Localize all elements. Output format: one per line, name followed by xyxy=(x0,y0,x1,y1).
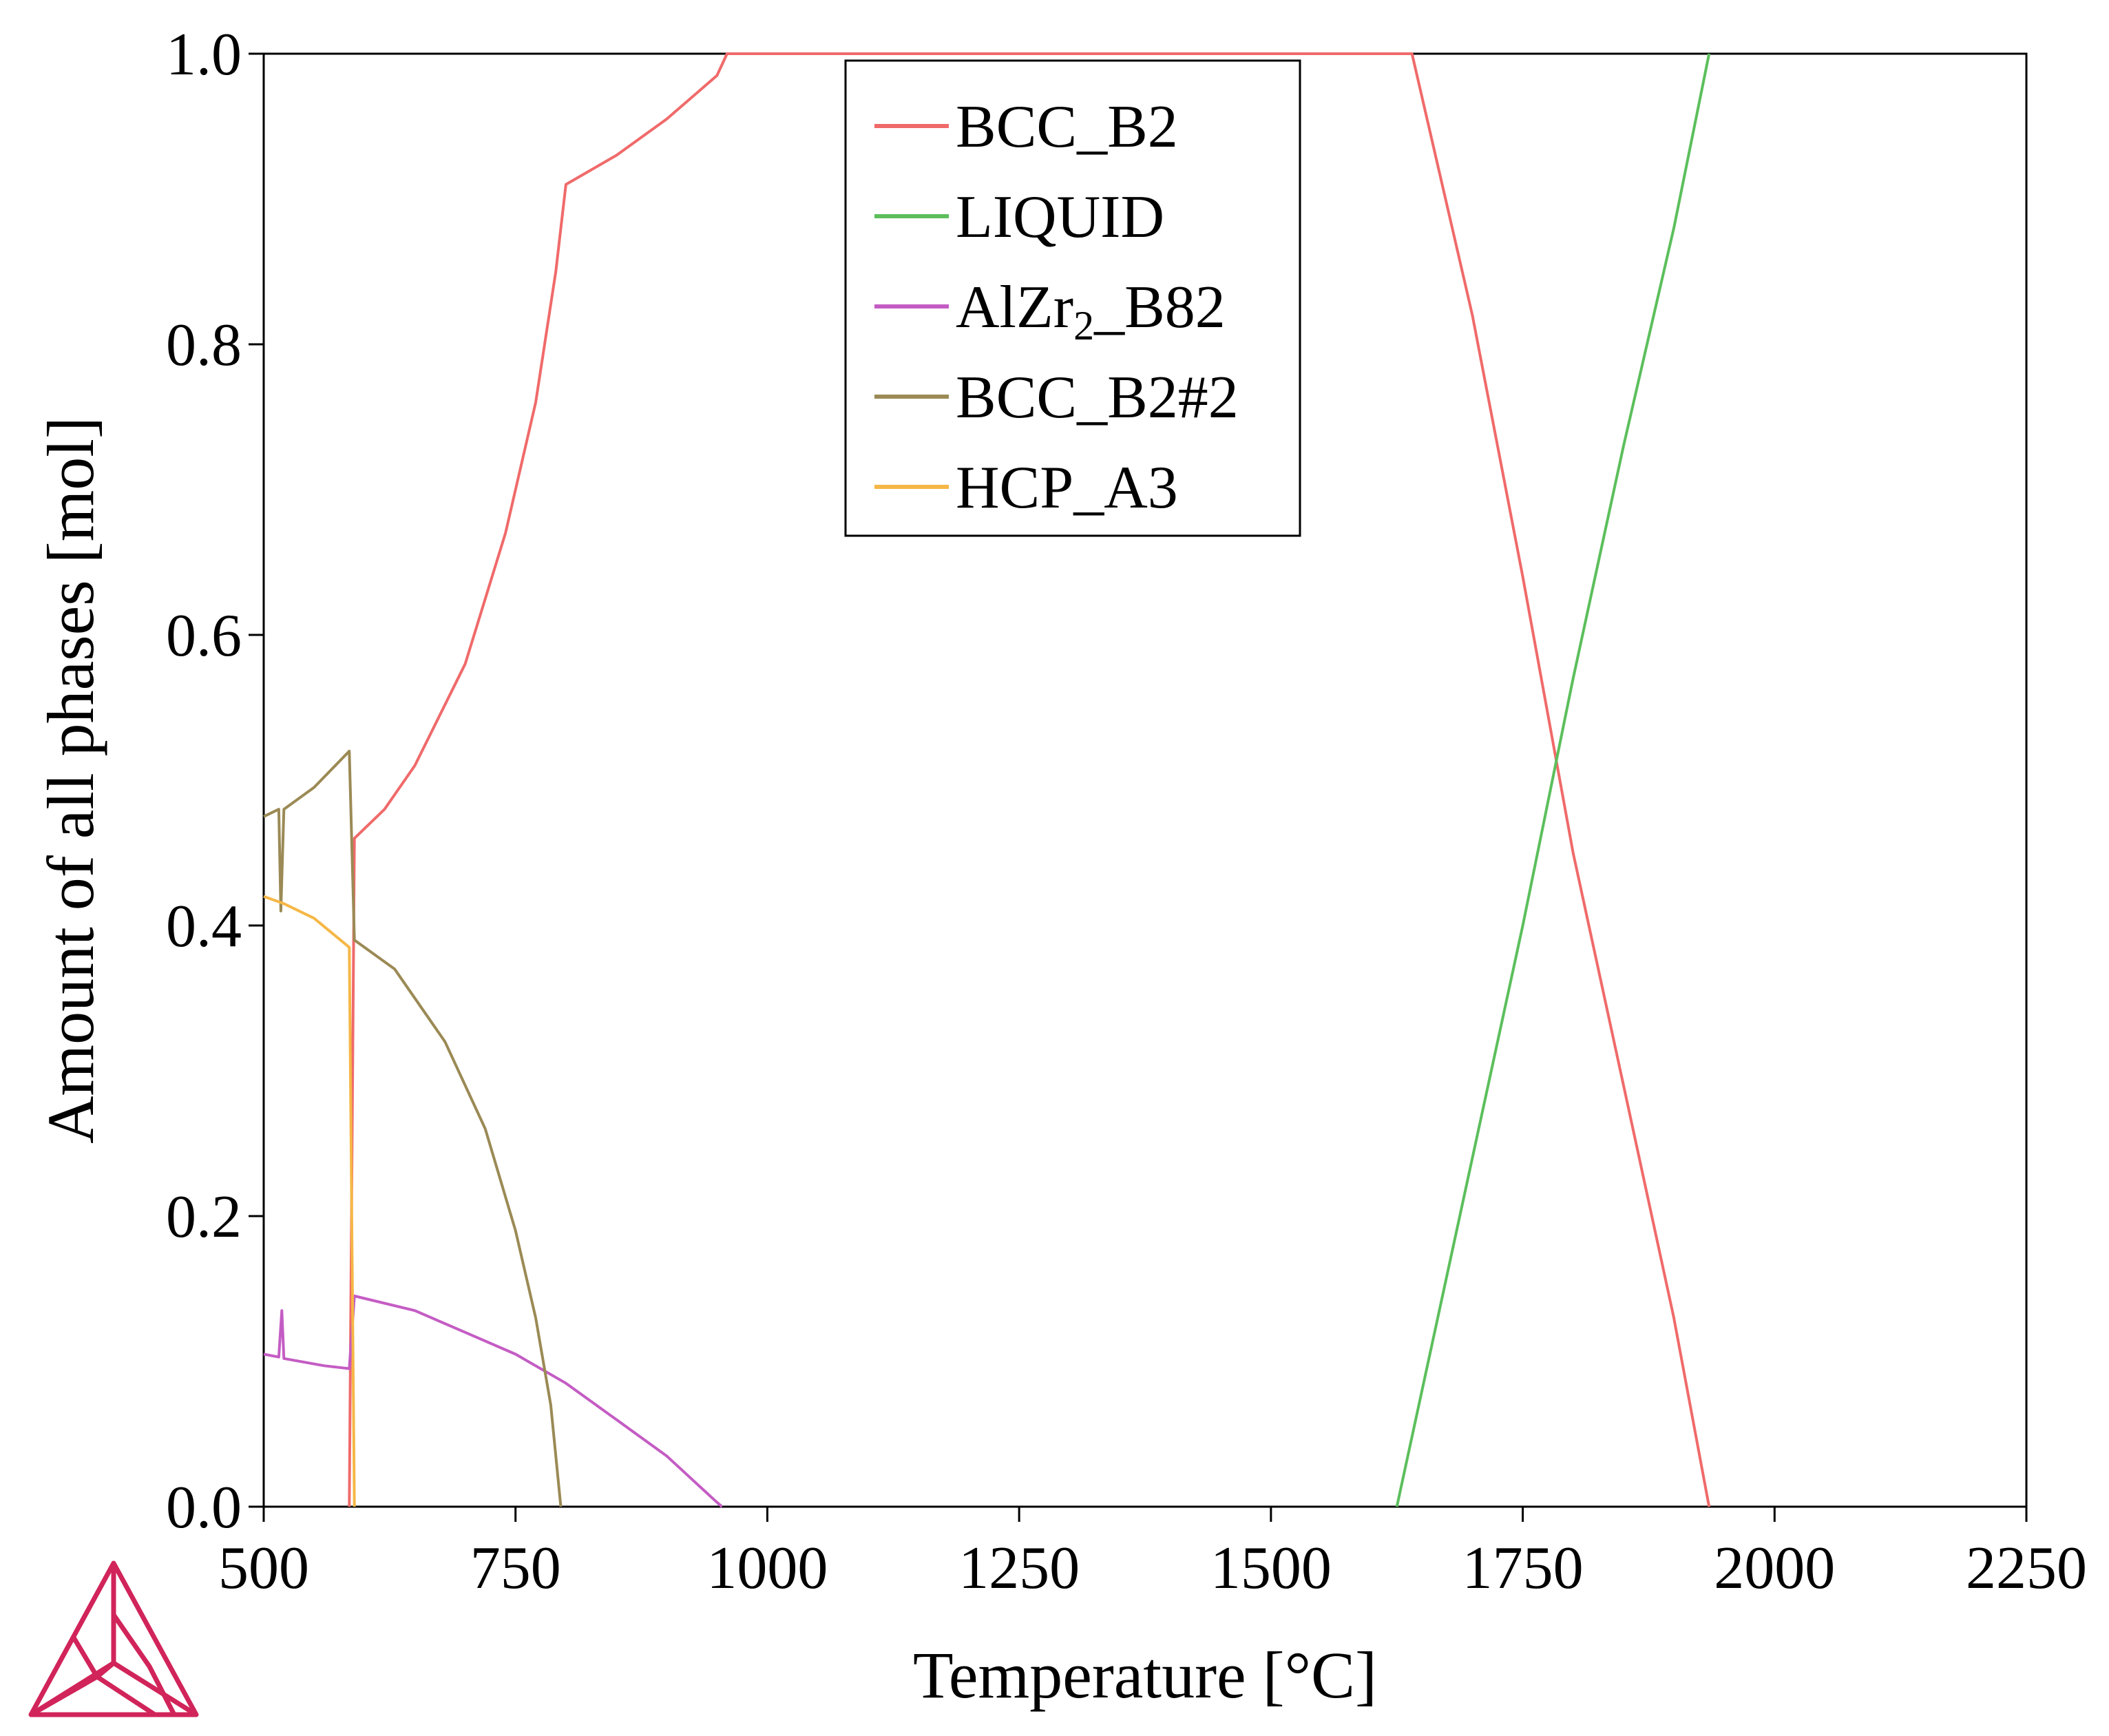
legend-box xyxy=(844,59,1301,537)
y-tick-label: 0.2 xyxy=(166,1184,242,1251)
thermo-calc-logo xyxy=(28,1560,199,1717)
series-line-hcp-a3 xyxy=(263,895,356,1507)
y-tick-label: 0.6 xyxy=(166,603,242,669)
legend: BCC_B2 LIQUID AlZr2_B82 BCC_B2#2 HCP_A3 xyxy=(844,59,1301,537)
series-line-bcc-b2-2 xyxy=(263,749,563,1507)
series-lines xyxy=(263,52,1711,1508)
x-axis-label: Temperature [°C] xyxy=(913,1638,1377,1712)
legend-entry-label: BCC_B2 xyxy=(956,94,1178,160)
x-tick-label: 500 xyxy=(218,1535,309,1602)
y-tick-label: 1.0 xyxy=(166,21,242,88)
x-tick-label: 1500 xyxy=(1210,1535,1332,1602)
y-axis-label: Amount of all phases [mol] xyxy=(34,417,107,1144)
x-tick-label: 1750 xyxy=(1462,1535,1584,1602)
series-line-liquid xyxy=(1395,53,1711,1507)
series-line-bcc-b2 xyxy=(348,52,1711,1507)
y-tick-label: 0.0 xyxy=(166,1474,242,1541)
x-tick-label: 2000 xyxy=(1714,1535,1835,1602)
y-axis-ticks: 0.0 0.2 0.4 0.6 0.8 1.0 xyxy=(166,21,264,1541)
legend-entry-label: BCC_B2#2 xyxy=(956,364,1239,431)
y-tick-label: 0.4 xyxy=(166,893,242,960)
x-tick-label: 2250 xyxy=(1966,1535,2087,1602)
legend-entry-label: AlZr2_B82 xyxy=(956,274,1226,348)
series-line-alzr2-b82 xyxy=(263,1295,723,1508)
legend-entry-label: HCP_A3 xyxy=(956,454,1178,521)
x-axis-ticks: 500 750 1000 1250 1500 1750 2000 2250 xyxy=(218,1507,2087,1602)
x-tick-label: 750 xyxy=(470,1535,561,1602)
x-tick-label: 1250 xyxy=(958,1535,1080,1602)
y-tick-label: 0.8 xyxy=(166,312,242,379)
x-tick-label: 1000 xyxy=(706,1535,828,1602)
legend-entry-label: LIQUID xyxy=(956,184,1164,251)
